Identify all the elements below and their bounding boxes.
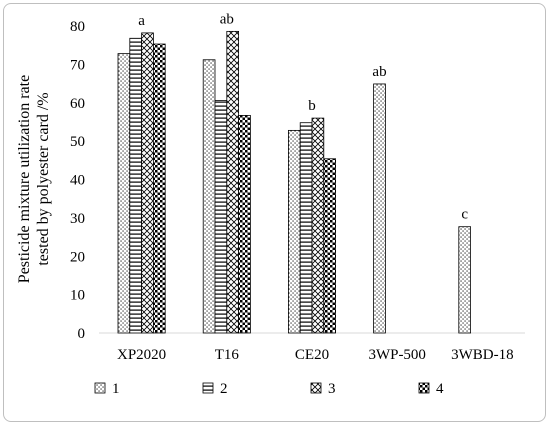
x-axis-labels: XP2020 T16 CE20 3WP-500 3WBD-18 bbox=[117, 347, 514, 363]
y-tick-label: 70 bbox=[70, 57, 85, 73]
x-tick-label: 3WBD-18 bbox=[451, 347, 514, 363]
significance-letter: ab bbox=[372, 64, 386, 80]
x-tick-label: 3WP-500 bbox=[368, 347, 426, 363]
bar bbox=[323, 158, 336, 334]
y-axis-ticks: 0 10 20 30 40 50 60 70 80 bbox=[70, 19, 85, 342]
y-tick-label: 0 bbox=[78, 326, 86, 342]
y-tick-label: 40 bbox=[70, 173, 85, 189]
bar bbox=[238, 115, 251, 334]
y-axis-label: Pesticide mixture utilization rate tested… bbox=[16, 75, 52, 283]
bar bbox=[373, 83, 386, 334]
x-tick-label: T16 bbox=[215, 347, 240, 363]
legend-label: 3 bbox=[328, 381, 336, 397]
x-tick-label: XP2020 bbox=[117, 347, 166, 363]
y-tick-label: 80 bbox=[70, 19, 85, 35]
legend: 1 2 3 4 bbox=[94, 381, 444, 397]
significance-letter: c bbox=[461, 207, 468, 223]
bars bbox=[99, 30, 525, 334]
y-tick-label: 30 bbox=[70, 211, 85, 227]
y-tick-label: 10 bbox=[70, 288, 85, 304]
legend-swatch bbox=[94, 382, 106, 394]
bar bbox=[287, 129, 301, 334]
legend-swatch bbox=[310, 382, 322, 394]
significance-letter: a bbox=[138, 13, 145, 29]
significance-letter: b bbox=[308, 98, 316, 114]
legend-swatch bbox=[418, 382, 430, 394]
bar bbox=[129, 37, 143, 334]
bar bbox=[117, 53, 131, 334]
y-tick-label: 20 bbox=[70, 249, 85, 265]
bar bbox=[311, 117, 325, 334]
y-axis-label-line: Pesticide mixture utilization rate bbox=[16, 75, 33, 283]
significance-letter: ab bbox=[220, 11, 234, 27]
y-tick-label: 60 bbox=[70, 96, 85, 112]
bar bbox=[226, 30, 240, 334]
bar bbox=[202, 59, 216, 334]
legend-label: 2 bbox=[220, 381, 228, 397]
bar bbox=[299, 122, 313, 334]
y-axis-label-line: tested by polyester card /% bbox=[35, 92, 52, 265]
bar bbox=[152, 43, 166, 334]
legend-swatch bbox=[202, 382, 214, 394]
chart-frame bbox=[3, 3, 546, 422]
bar bbox=[141, 32, 154, 334]
legend-label: 4 bbox=[436, 381, 444, 397]
significance-letters: a ab b ab c bbox=[138, 11, 468, 222]
x-tick-label: CE20 bbox=[295, 347, 329, 363]
bar bbox=[214, 100, 228, 334]
y-tick-label: 50 bbox=[70, 134, 85, 150]
legend-label: 1 bbox=[112, 381, 120, 397]
bar bbox=[458, 226, 471, 334]
